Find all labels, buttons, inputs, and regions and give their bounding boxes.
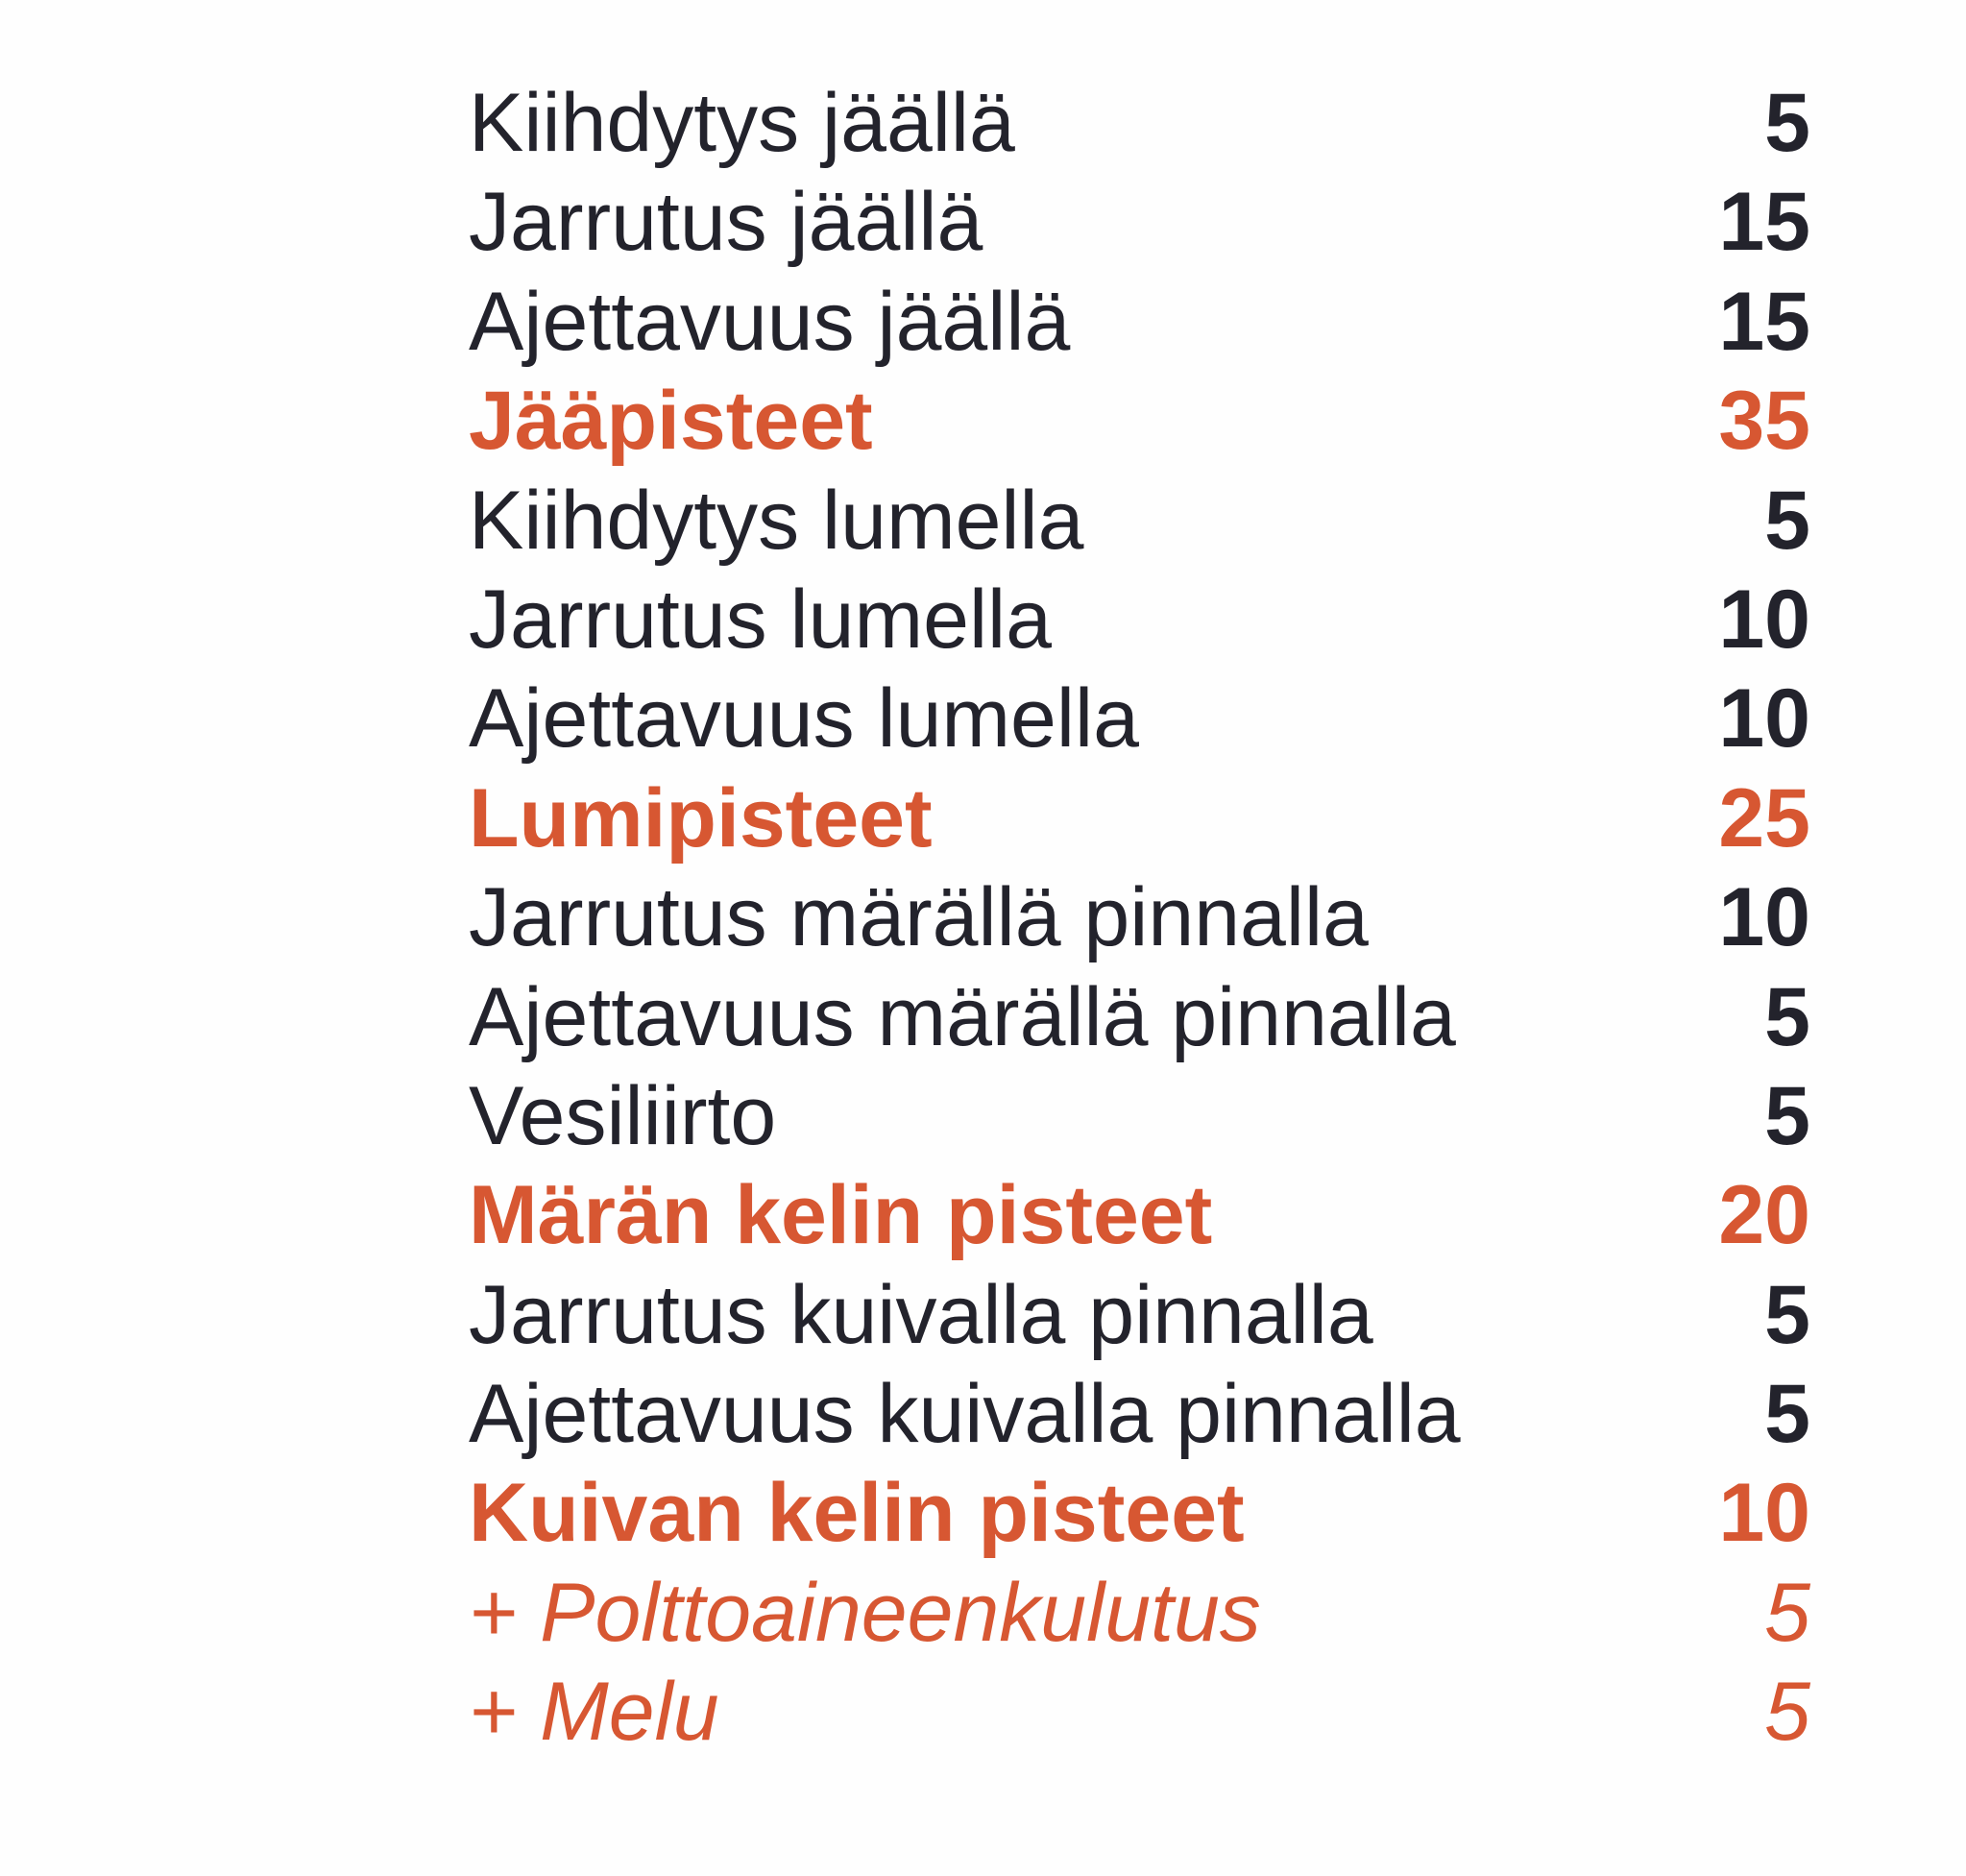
subtotal-row-dry: Kuivan kelin pisteet 10 (469, 1464, 1810, 1563)
score-row-label: Ajettavuus märällä pinnalla (469, 970, 1456, 1063)
score-row-wet-braking: Jarrutus märällä pinnalla 10 (469, 868, 1810, 967)
score-row-label: Vesiliirto (469, 1069, 777, 1162)
subtotal-value: 10 (1718, 1467, 1810, 1560)
score-row-value: 5 (1764, 77, 1810, 169)
subtotal-label: Märän kelin pisteet (469, 1169, 1213, 1262)
score-row-value: 15 (1718, 176, 1810, 269)
score-row-label: Ajettavuus jäällä (469, 275, 1071, 368)
extra-label: + Polttoaineenkulutus (469, 1566, 1261, 1659)
score-row-value: 5 (1764, 1069, 1810, 1162)
score-row-label: Jarrutus kuivalla pinnalla (469, 1268, 1373, 1361)
subtotal-value: 20 (1718, 1169, 1810, 1262)
score-row-label: Kiihdytys jäällä (469, 77, 1015, 169)
extra-value: 5 (1764, 1566, 1810, 1659)
subtotal-value: 25 (1718, 771, 1810, 865)
score-row-value: 15 (1718, 275, 1810, 368)
score-row-snow-braking: Jarrutus lumella 10 (469, 571, 1810, 670)
score-row-label: Ajettavuus kuivalla pinnalla (469, 1368, 1461, 1461)
score-row-label: Jarrutus lumella (469, 573, 1052, 666)
score-row-value: 5 (1764, 970, 1810, 1063)
score-row-value: 5 (1764, 474, 1810, 567)
score-row-value: 5 (1764, 1268, 1810, 1361)
extra-value: 5 (1764, 1666, 1810, 1759)
score-row-label: Jarrutus jäällä (469, 176, 983, 269)
score-row-ice-handling: Ajettavuus jäällä 15 (469, 273, 1810, 372)
score-row-value: 10 (1718, 871, 1810, 964)
extra-label: + Melu (469, 1666, 719, 1759)
score-row-wet-handling: Ajettavuus märällä pinnalla 5 (469, 968, 1810, 1067)
score-row-value: 5 (1764, 1368, 1810, 1461)
score-row-label: Jarrutus märällä pinnalla (469, 871, 1369, 964)
score-row-value: 10 (1718, 573, 1810, 666)
score-row-snow-acceleration: Kiihdytys lumella 5 (469, 472, 1810, 571)
subtotal-value: 35 (1718, 375, 1810, 468)
subtotal-row-ice: Jääpisteet 35 (469, 372, 1810, 471)
score-row-aquaplaning: Vesiliirto 5 (469, 1067, 1810, 1166)
score-row-snow-handling: Ajettavuus lumella 10 (469, 670, 1810, 768)
score-row-value: 10 (1718, 672, 1810, 766)
score-row-dry-handling: Ajettavuus kuivalla pinnalla 5 (469, 1365, 1810, 1464)
score-row-label: Ajettavuus lumella (469, 672, 1139, 766)
subtotal-row-wet: Märän kelin pisteet 20 (469, 1166, 1810, 1265)
score-table: Kiihdytys jäällä 5 Jarrutus jäällä 15 Aj… (469, 74, 1810, 1763)
extra-row-fuel-consumption: + Polttoaineenkulutus 5 (469, 1564, 1810, 1663)
score-row-dry-braking: Jarrutus kuivalla pinnalla 5 (469, 1266, 1810, 1365)
subtotal-row-snow: Lumipisteet 25 (469, 769, 1810, 868)
subtotal-label: Lumipisteet (469, 771, 933, 865)
subtotal-label: Kuivan kelin pisteet (469, 1467, 1245, 1560)
score-row-ice-acceleration: Kiihdytys jäällä 5 (469, 74, 1810, 173)
subtotal-label: Jääpisteet (469, 375, 873, 468)
score-row-label: Kiihdytys lumella (469, 474, 1084, 567)
score-row-ice-braking: Jarrutus jäällä 15 (469, 173, 1810, 272)
extra-row-noise: + Melu 5 (469, 1663, 1810, 1762)
